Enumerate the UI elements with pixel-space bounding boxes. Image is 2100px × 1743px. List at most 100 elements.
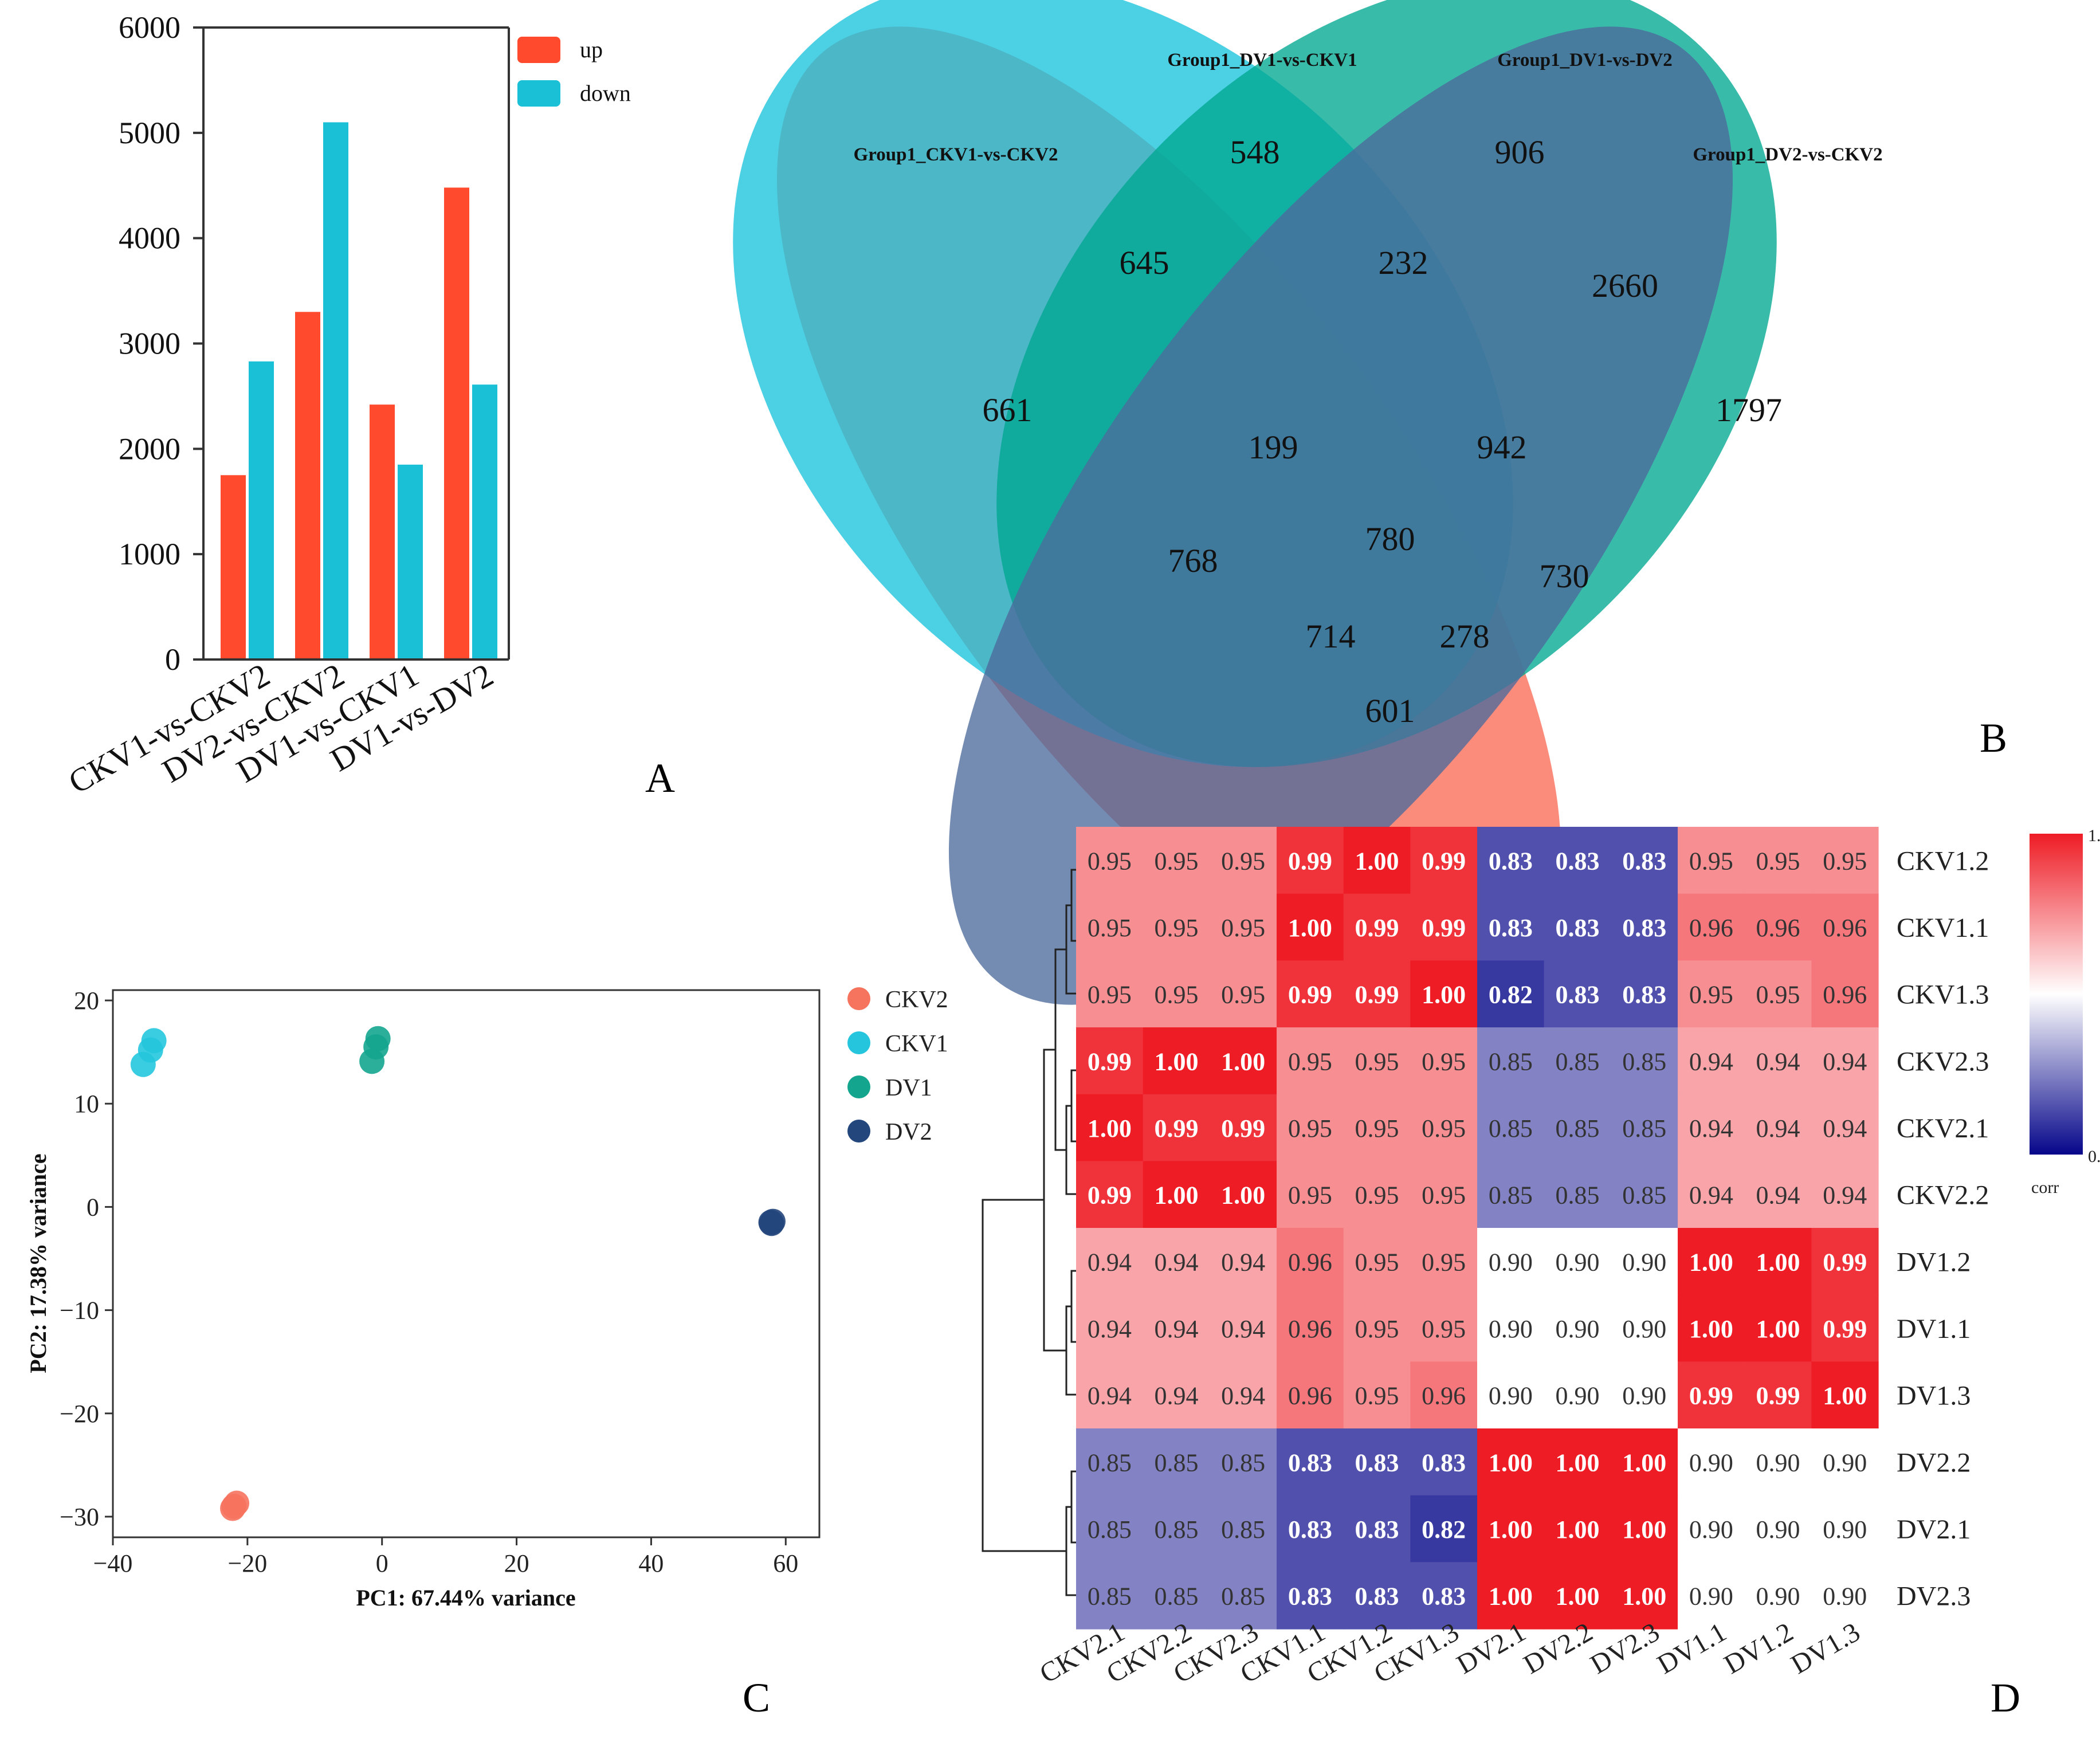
heatmap-cell — [1744, 1361, 1812, 1429]
heatmap-cell — [1744, 1562, 1812, 1630]
heatmap-cell — [1343, 960, 1411, 1028]
heatmap-cell-value: 0.90 — [1622, 1248, 1666, 1276]
pca-y-axis-label: PC2: 17.38% variance — [25, 1153, 51, 1373]
heatmap-cell — [1343, 1027, 1411, 1095]
venn-region-count: 942 — [1477, 429, 1527, 466]
heatmap-cell — [1477, 1361, 1545, 1429]
heatmap-cell-value: 0.94 — [1088, 1382, 1132, 1410]
heatmap-cell-value: 0.94 — [1155, 1248, 1199, 1276]
heatmap-cell-value: 1.00 — [1088, 1114, 1132, 1143]
heatmap-cell — [1143, 960, 1210, 1028]
heatmap-row-label: DV2.2 — [1897, 1447, 1971, 1478]
heatmap-cell-value: 0.95 — [1155, 981, 1199, 1009]
heatmap-cell — [1410, 1495, 1478, 1563]
venn-set-title: Group1_DV2-vs-CKV2 — [1693, 144, 1882, 165]
heatmap-row-label: DV1.2 — [1897, 1247, 1971, 1277]
bar-down — [249, 361, 274, 659]
heatmap-cell — [1210, 960, 1277, 1028]
bar-y-tick-label: 4000 — [119, 221, 180, 256]
heatmap-cell — [1210, 1228, 1277, 1296]
venn-region-count: 2660 — [1592, 267, 1658, 304]
heatmap-row-label: DV2.3 — [1897, 1581, 1971, 1612]
bar-up — [221, 475, 246, 659]
pca-legend-swatch — [847, 987, 870, 1010]
heatmap-cell — [1076, 1495, 1144, 1563]
heatmap-cell — [1611, 1361, 1678, 1429]
heatmap-cell-value: 0.85 — [1622, 1181, 1666, 1210]
dendro-branch — [1070, 1470, 1076, 1544]
heatmap-cell-value: 0.83 — [1355, 1583, 1399, 1611]
pca-legend-label: DV1 — [885, 1075, 932, 1101]
heatmap-cell — [1410, 893, 1478, 961]
heatmap-cell — [1343, 1428, 1411, 1496]
venn-region-count: 278 — [1440, 618, 1490, 655]
heatmap-cell-value: 0.83 — [1489, 914, 1533, 942]
heatmap-cell — [1343, 1228, 1411, 1296]
colorbar-title: corr — [2031, 1178, 2059, 1197]
heatmap-cell — [1611, 1228, 1678, 1296]
heatmap-cell-value: 1.00 — [1155, 1047, 1199, 1075]
pca-y-tick-label: −10 — [60, 1297, 99, 1325]
heatmap-cell — [1744, 1094, 1812, 1161]
heatmap-cell-value: 0.99 — [1088, 1047, 1132, 1075]
heatmap-cell — [1678, 827, 1745, 894]
heatmap-cell — [1210, 1094, 1277, 1161]
heatmap-cell — [1210, 1294, 1277, 1362]
dendro-branch — [1070, 1069, 1076, 1143]
heatmap-row-label: CKV2.1 — [1897, 1113, 1989, 1144]
heatmap-row-label: DV2.1 — [1897, 1514, 1971, 1545]
heatmap-cell-value: 0.85 — [1155, 1583, 1199, 1611]
heatmap-cell-value: 1.00 — [1556, 1516, 1600, 1544]
venn-region-count: 1797 — [1716, 391, 1782, 429]
heatmap-cell-value: 1.00 — [1489, 1583, 1533, 1611]
heatmap-cell-value: 0.95 — [1221, 847, 1265, 875]
heatmap-cell-value: 0.83 — [1556, 981, 1600, 1009]
heatmap-cell — [1744, 1495, 1812, 1563]
heatmap-cell — [1076, 1228, 1144, 1296]
heatmap-cell — [1143, 827, 1210, 894]
heatmap-cell-value: 1.00 — [1355, 847, 1399, 875]
heatmap-cell — [1343, 1294, 1411, 1362]
heatmap-cell-value: 0.83 — [1489, 847, 1533, 875]
heatmap-cell — [1811, 893, 1879, 961]
heatmap-cell — [1744, 1027, 1812, 1095]
heatmap-cell-value: 0.95 — [1355, 1382, 1399, 1410]
heatmap-cell-value: 0.90 — [1756, 1583, 1800, 1611]
heatmap-cell-value: 0.99 — [1288, 847, 1332, 875]
heatmap-cell — [1544, 1161, 1611, 1228]
heatmap-cell-value: 0.94 — [1221, 1248, 1265, 1276]
heatmap-cell-value: 0.95 — [1288, 1047, 1332, 1075]
heatmap-cell — [1343, 1361, 1411, 1429]
heatmap-cell — [1544, 1228, 1611, 1296]
pca-point-DV1 — [365, 1026, 391, 1051]
legend-label-down: down — [580, 80, 631, 106]
heatmap-cell — [1143, 1294, 1210, 1362]
bar-y-tick-label: 2000 — [119, 431, 180, 466]
heatmap-cell — [1410, 1094, 1478, 1161]
heatmap-cell — [1477, 893, 1545, 961]
pca-legend-swatch — [847, 1120, 870, 1143]
heatmap-cell — [1744, 1228, 1812, 1296]
pca-point-CKV2 — [220, 1495, 246, 1521]
pca-x-tick-label: −20 — [227, 1549, 267, 1577]
heatmap-cell-value: 0.90 — [1556, 1382, 1600, 1410]
panel-label-d: D — [1991, 1675, 2020, 1721]
heatmap-cell — [1210, 1562, 1277, 1630]
heatmap-cell-value: 0.82 — [1422, 1516, 1466, 1544]
heatmap-cell — [1477, 1027, 1545, 1095]
heatmap-cell-value: 1.00 — [1622, 1583, 1666, 1611]
heatmap-cell-value: 0.90 — [1489, 1315, 1533, 1343]
heatmap-cell — [1544, 893, 1611, 961]
pca-point-CKV1 — [141, 1028, 167, 1054]
colorbar-min-label: 0.8 — [2088, 1147, 2100, 1166]
pca-legend-label: CKV1 — [885, 1031, 948, 1057]
heatmap-cell — [1477, 1562, 1545, 1630]
heatmap-cell-value: 0.83 — [1556, 847, 1600, 875]
heatmap-cell-value: 0.94 — [1155, 1382, 1199, 1410]
heatmap-cell — [1544, 1495, 1611, 1563]
heatmap-cell — [1678, 960, 1745, 1028]
heatmap-cell-value: 0.99 — [1355, 981, 1399, 1009]
heatmap-cell-value: 0.83 — [1288, 1448, 1332, 1477]
heatmap-cell — [1277, 1361, 1344, 1429]
heatmap-cell — [1410, 1361, 1478, 1429]
